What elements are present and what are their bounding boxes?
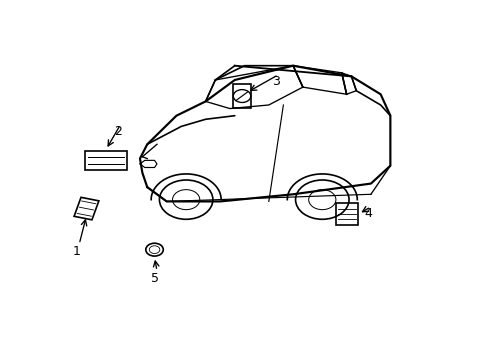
Text: 3: 3 (272, 75, 280, 88)
Text: 1: 1 (73, 245, 81, 258)
Text: 2: 2 (114, 125, 122, 138)
Text: 5: 5 (150, 272, 158, 285)
Text: 4: 4 (364, 207, 372, 220)
